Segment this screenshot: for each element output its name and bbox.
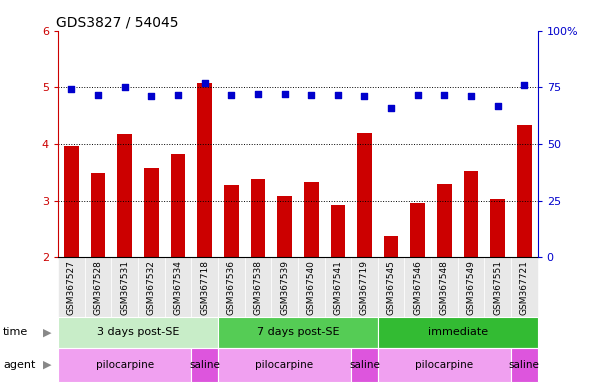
Bar (144, 168, 159, 257)
Text: 7 days post-SE: 7 days post-SE (257, 327, 339, 337)
Text: ▶: ▶ (43, 360, 51, 370)
Point (120, 84, 130, 90)
Bar (384, 236, 398, 257)
Text: saline: saline (349, 360, 380, 370)
Text: ▶: ▶ (43, 327, 51, 337)
Bar (170, 154, 185, 257)
Text: pilocarpine: pilocarpine (415, 360, 474, 370)
Text: pilocarpine: pilocarpine (255, 360, 313, 370)
Point (333, 92, 343, 98)
Bar (197, 83, 212, 257)
Text: 3 days post-SE: 3 days post-SE (97, 327, 179, 337)
Legend: transformed count, percentile rank within the sample: transformed count, percentile rank withi… (64, 355, 252, 377)
Bar (304, 182, 318, 257)
Point (226, 92, 236, 98)
Point (413, 92, 423, 98)
Point (147, 93, 156, 99)
Text: GDS3827 / 54045: GDS3827 / 54045 (56, 16, 178, 30)
Point (386, 105, 396, 111)
Bar (517, 125, 532, 257)
Point (439, 92, 449, 98)
Point (360, 93, 370, 99)
Text: pilocarpine: pilocarpine (95, 360, 154, 370)
Text: immediate: immediate (428, 327, 488, 337)
Text: saline: saline (509, 360, 540, 370)
Point (306, 92, 316, 98)
Bar (491, 199, 505, 257)
Point (173, 92, 183, 98)
Point (519, 82, 529, 88)
Text: saline: saline (189, 360, 220, 370)
Text: agent: agent (3, 360, 35, 370)
Point (253, 91, 263, 97)
Bar (64, 146, 79, 257)
Bar (251, 179, 265, 257)
Bar (117, 134, 132, 257)
Bar (437, 184, 452, 257)
Bar (331, 205, 345, 257)
Bar (224, 185, 238, 257)
Bar (90, 173, 105, 257)
Point (93, 92, 103, 98)
Bar (464, 171, 478, 257)
Bar (357, 133, 372, 257)
Point (493, 103, 503, 109)
Bar (411, 204, 425, 257)
Text: time: time (3, 327, 28, 337)
Point (466, 93, 476, 99)
Bar (277, 195, 292, 257)
Point (200, 80, 210, 86)
Point (67, 86, 76, 92)
Point (280, 91, 290, 97)
